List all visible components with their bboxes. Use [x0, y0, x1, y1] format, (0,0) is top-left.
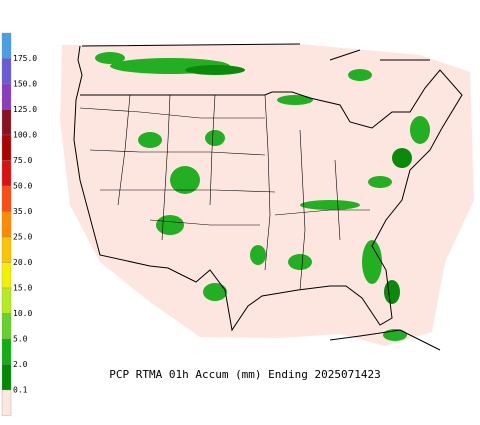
state-lines: [79, 94, 370, 291]
rain-area: [156, 215, 184, 235]
colorbar-label: 15.0: [13, 284, 32, 293]
colorbar-swatch: [1, 262, 12, 289]
map-outline: [73, 43, 463, 351]
colorbar-swatch: [1, 109, 12, 136]
rain-area: [384, 280, 400, 304]
us-border: [73, 45, 463, 332]
colorbar-label: 20.0: [13, 258, 32, 267]
colorbar-swatch: [1, 185, 12, 212]
colorbar-label: 150.0: [13, 80, 37, 89]
colorbar-label: 25.0: [13, 233, 32, 242]
colorbar-swatch: [1, 236, 12, 263]
rain-area: [277, 95, 313, 105]
colorbar-swatch: [1, 313, 12, 340]
colorbar-label: 125.0: [13, 105, 37, 114]
colorbar-label: 35.0: [13, 207, 32, 216]
colorbar-swatch: [1, 389, 12, 416]
colorbar-label: 75.0: [13, 156, 32, 165]
colorbar-label: 5.0: [13, 335, 28, 344]
rain-area: [362, 240, 382, 284]
colorbar-swatch: [1, 160, 12, 187]
rain-area: [392, 148, 412, 168]
rain-area: [205, 130, 225, 146]
precipitation: [95, 52, 430, 341]
colorbar-swatch: [1, 83, 12, 110]
colorbar-swatch: [1, 58, 12, 85]
rain-area: [250, 245, 266, 265]
colorbar-swatch: [1, 287, 12, 314]
rain-area: [185, 65, 245, 75]
map-title: PCP RTMA 01h Accum (mm) Ending 202507142…: [109, 368, 381, 381]
colorbar: 175.0 150.0 125.0 100.0 75.0 50.0 35.0 25.0 20.0…: [1, 32, 37, 416]
rain-area: [203, 283, 227, 301]
colorbar-swatch: [1, 134, 12, 161]
rain-area: [95, 52, 125, 64]
rain-area: [170, 166, 200, 194]
colorbar-label: 100.0: [13, 131, 37, 140]
rain-area: [300, 200, 360, 210]
colorbar-label: 0.1: [13, 386, 28, 395]
rain-area: [368, 176, 392, 188]
rain-area: [410, 116, 430, 144]
colorbar-swatch: [1, 211, 12, 238]
colorbar-label: 2.0: [13, 360, 28, 369]
rain-area: [138, 132, 162, 148]
coast-lines: [81, 43, 441, 351]
colorbar-label: 50.0: [13, 182, 32, 191]
colorbar-label: 10.0: [13, 309, 32, 318]
rain-area: [288, 254, 312, 270]
colorbar-swatch: [1, 338, 12, 365]
rain-area: [348, 69, 372, 81]
colorbar-label: 175.0: [13, 54, 37, 63]
colorbar-swatch: [1, 32, 12, 59]
colorbar-swatch: [1, 364, 12, 391]
